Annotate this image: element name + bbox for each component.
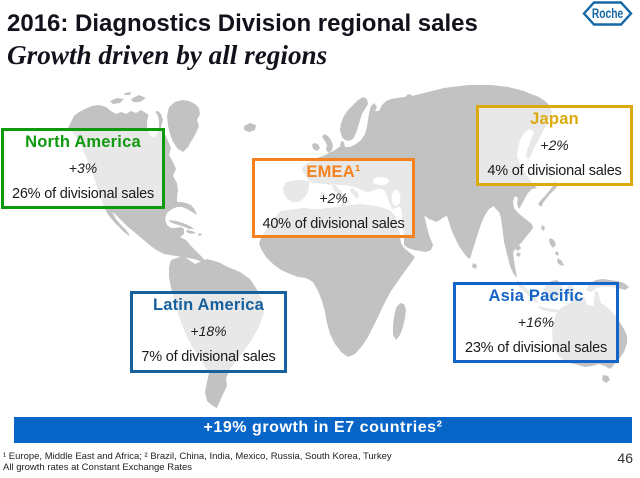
svg-text:Roche: Roche — [592, 6, 624, 22]
